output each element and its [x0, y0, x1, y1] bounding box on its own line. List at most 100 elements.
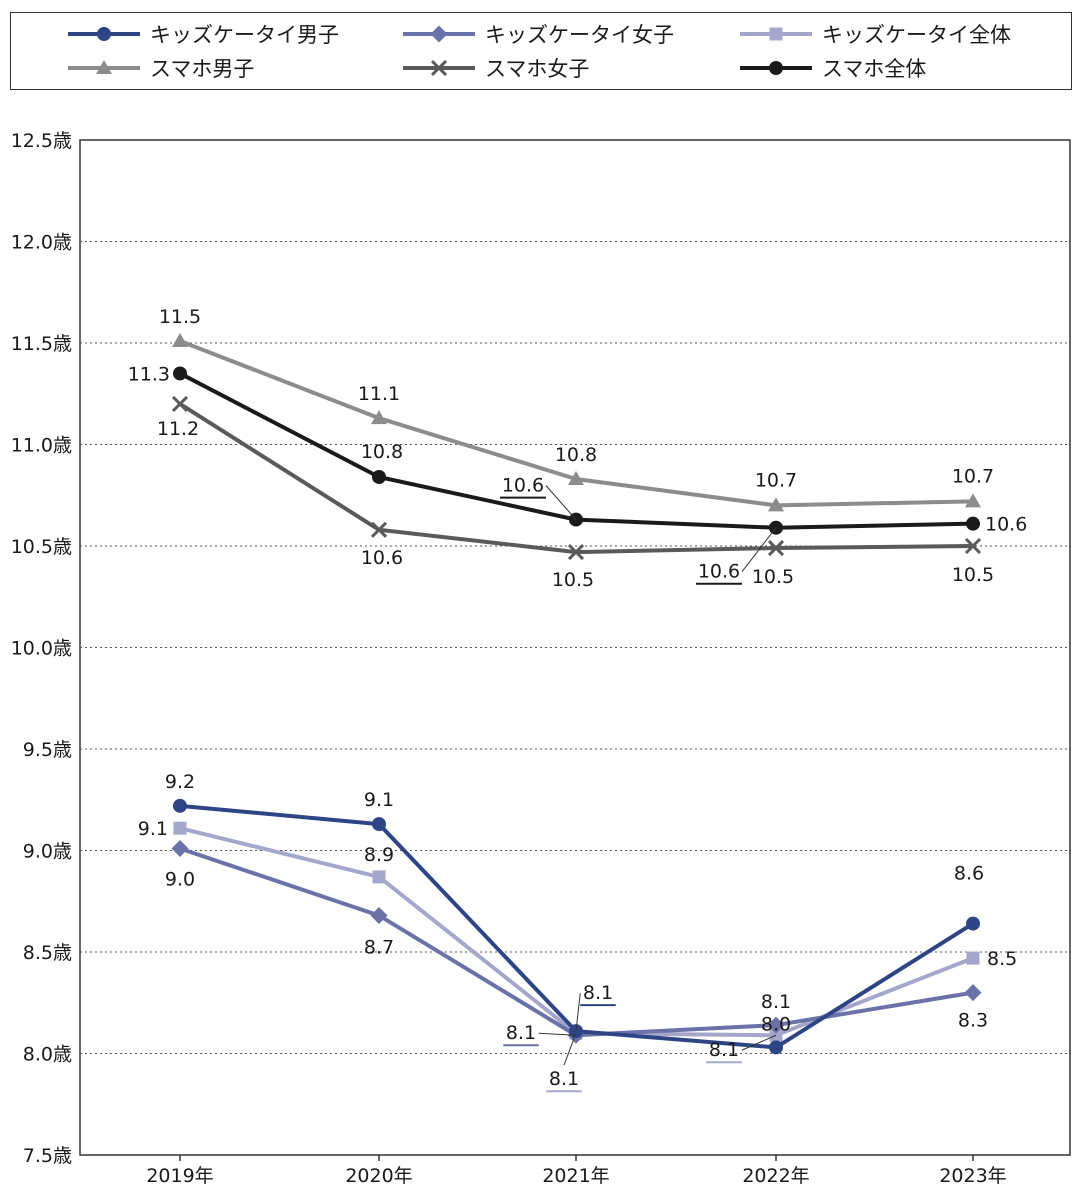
circle-marker	[173, 366, 187, 381]
data-label: 10.5	[752, 566, 794, 588]
triangle-marker	[371, 410, 387, 425]
data-label: 10.5	[952, 564, 994, 586]
x-tick-label: 2019年	[146, 1165, 213, 1187]
y-tick-label: 12.0歳	[11, 232, 72, 254]
y-tick-label: 8.5歳	[23, 942, 72, 964]
square-marker-icon	[740, 27, 812, 41]
x-marker-icon	[403, 59, 475, 77]
diamond-marker-icon	[403, 25, 475, 43]
square-marker	[769, 27, 783, 41]
y-tick-label: 7.5歳	[23, 1145, 72, 1167]
data-label: 8.6	[954, 863, 984, 885]
data-label: 9.2	[165, 771, 195, 793]
data-label-group: 9.29.18.18.08.69.08.78.18.18.39.18.98.18…	[128, 306, 1027, 1093]
triangle-marker-icon	[68, 60, 140, 74]
y-tick-label: 8.0歳	[23, 1044, 72, 1066]
x-marker-stroke	[430, 59, 448, 77]
data-label: 9.0	[165, 868, 195, 890]
y-tick-label: 9.5歳	[23, 739, 72, 761]
circle-marker	[173, 798, 187, 813]
legend-item-kids-all: キッズケータイ全体	[738, 19, 1011, 49]
x-marker-stroke	[964, 537, 982, 555]
triangle-marker	[965, 493, 981, 508]
leader-line	[563, 1033, 577, 1066]
data-label: 8.5	[987, 948, 1017, 970]
data-label: 8.1	[583, 982, 613, 1004]
grid-lines	[80, 241, 1070, 1054]
y-tick-label: 11.5歳	[11, 333, 72, 355]
data-label: 11.1	[358, 383, 400, 405]
leader-line	[545, 485, 577, 520]
triangle-marker	[568, 471, 584, 486]
leader-line	[538, 1032, 577, 1036]
leader-line	[741, 1034, 777, 1051]
y-axis-ticks: 7.5歳 8.0歳 8.5歳 9.0歳 9.5歳 10.0歳 10.5歳 11.0歳 11.5歳…	[11, 130, 72, 1167]
data-label: 10.7	[755, 469, 797, 491]
data-label: 8.1	[709, 1039, 739, 1061]
data-label: 8.1	[506, 1022, 536, 1044]
data-label: 9.1	[138, 818, 168, 840]
diamond-marker	[171, 839, 189, 857]
leader-line	[575, 993, 581, 1032]
data-label: 10.5	[552, 569, 594, 591]
data-label: 8.3	[958, 1010, 988, 1032]
data-label: 10.6	[361, 547, 403, 569]
square-marker	[966, 951, 980, 965]
x-tick-label: 2023年	[939, 1165, 1006, 1187]
diamond-marker	[430, 25, 448, 43]
y-tick-label: 10.0歳	[11, 638, 72, 660]
data-label: 10.6	[502, 475, 544, 497]
triangle-marker	[768, 497, 784, 512]
data-label: 8.0	[761, 1013, 791, 1035]
y-tick-label: 10.5歳	[11, 536, 72, 558]
x-tick-label: 2022年	[742, 1165, 809, 1187]
circle-marker	[966, 916, 980, 931]
data-label: 10.8	[555, 444, 597, 466]
diamond-marker	[370, 906, 388, 924]
x-marker-stroke	[171, 395, 189, 412]
data-label: 8.1	[549, 1068, 579, 1090]
circle-marker-icon	[68, 27, 140, 41]
legend-label: キッズケータイ男子	[150, 23, 339, 47]
data-label: 8.7	[364, 936, 394, 958]
diamond-marker	[767, 1016, 785, 1034]
data-label: 10.7	[952, 465, 994, 487]
data-label: 10.6	[698, 561, 740, 583]
data-label: 11.3	[128, 363, 170, 385]
triangle-marker	[172, 332, 188, 347]
data-label: 11.5	[159, 306, 201, 328]
y-tick-label: 11.0歳	[11, 435, 72, 457]
circle-marker	[769, 61, 783, 75]
square-marker	[173, 821, 187, 835]
leader-line	[741, 527, 777, 573]
triangle-marker	[96, 60, 112, 74]
series-group	[171, 332, 982, 1055]
circle-marker	[372, 817, 386, 832]
x-marker-stroke	[767, 539, 785, 557]
circle-marker-icon	[740, 61, 812, 75]
circle-marker	[372, 469, 386, 484]
data-label: 11.2	[157, 418, 199, 440]
legend-label: スマホ男子	[150, 57, 255, 81]
y-tick-label: 12.5歳	[11, 130, 72, 152]
circle-marker	[97, 27, 111, 41]
legend-item-smartphone-all: スマホ全体	[738, 53, 926, 83]
legend-item-smartphone-girls: スマホ女子	[401, 53, 589, 83]
legend-label: キッズケータイ女子	[485, 23, 674, 47]
data-label: 8.1	[761, 991, 791, 1013]
legend-item-kids-boys: キッズケータイ男子	[66, 19, 339, 49]
x-tick-label: 2020年	[345, 1165, 412, 1187]
data-label: 10.8	[361, 441, 403, 463]
circle-marker	[966, 516, 980, 531]
legend: キッズケータイ男子 キッズケータイ女子 キッズケータイ全体 スマホ男子 スマホ女…	[10, 12, 1072, 90]
series-line	[179, 826, 974, 1038]
x-tick-label: 2021年	[542, 1165, 609, 1187]
x-marker-stroke	[370, 521, 388, 538]
legend-item-smartphone-boys: スマホ男子	[66, 53, 254, 83]
y-tick-label: 9.0歳	[23, 841, 72, 863]
series-line	[179, 846, 974, 1038]
x-axis-ticks: 2019年 2020年 2021年 2022年 2023年	[146, 1155, 1007, 1187]
legend-item-kids-girls: キッズケータイ女子	[401, 19, 674, 49]
circle-marker	[769, 1040, 783, 1055]
